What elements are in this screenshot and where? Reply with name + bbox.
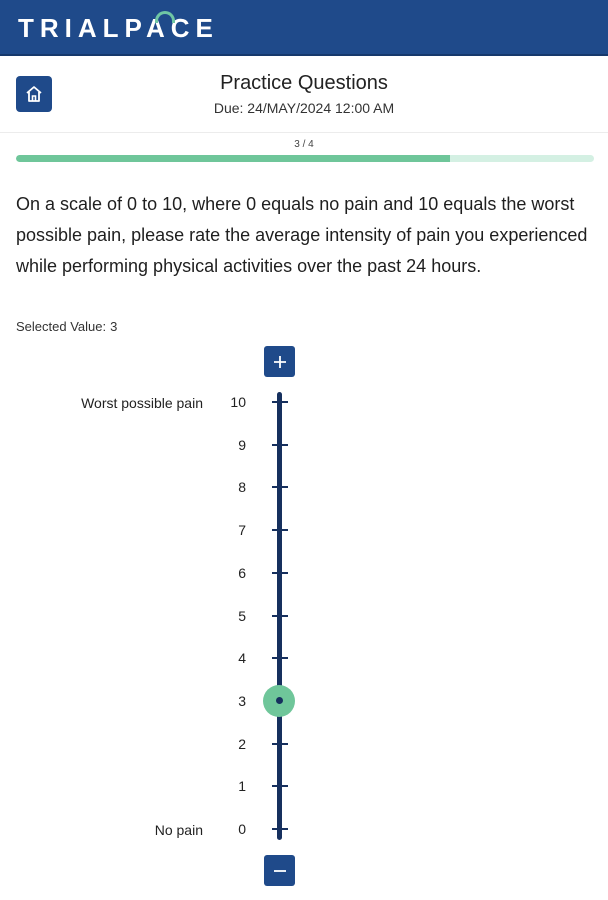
scale-tick-4[interactable]: [272, 657, 288, 660]
plus-icon: [273, 355, 286, 368]
scale-tick-2[interactable]: [272, 742, 288, 745]
scale-tick-0[interactable]: [272, 828, 288, 830]
scale-tick-label-1: 1: [238, 778, 246, 795]
scale-tick-label-0: 0: [238, 821, 246, 837]
home-button[interactable]: [16, 76, 52, 112]
decrement-button[interactable]: [264, 855, 295, 886]
home-icon: [26, 86, 42, 102]
slider-thumb[interactable]: [263, 684, 295, 717]
progress-bar-fill: [16, 155, 450, 162]
scale-tick-6[interactable]: [272, 571, 288, 574]
scale-tick-label-8: 8: [238, 479, 246, 496]
progress-label: 3 / 4: [294, 139, 314, 150]
progress-bar: [16, 155, 594, 162]
scale-tick-8[interactable]: [272, 486, 288, 489]
question-text: On a scale of 0 to 10, where 0 equals no…: [16, 194, 588, 276]
scale-tick-10[interactable]: [272, 401, 288, 403]
scale-tick-label-2: 2: [238, 735, 246, 752]
scale-tick-label-10: 10: [230, 394, 246, 410]
scale-tick-9[interactable]: [272, 443, 288, 446]
scale-tick-label-4: 4: [238, 650, 246, 667]
logo-arc-icon: [155, 11, 175, 23]
scale-tick-1[interactable]: [272, 785, 288, 788]
header-divider: [0, 132, 608, 133]
app-bar: TRIALPACE: [0, 0, 608, 56]
scale-tick-label-3: 3: [238, 692, 246, 709]
min-anchor-label: No pain: [154, 822, 203, 838]
scale-tick-label-5: 5: [238, 607, 246, 624]
scale-tick-7[interactable]: [272, 529, 288, 532]
brand-logo: TRIALPACE: [18, 13, 219, 43]
scale-tick-5[interactable]: [272, 614, 288, 617]
due-date: Due: 24/MAY/2024 12:00 AM: [213, 100, 395, 116]
page-title: Practice Questions: [220, 72, 388, 94]
minus-icon: [273, 869, 286, 872]
selected-value-line: Selected Value: 3: [16, 319, 117, 335]
selected-value: 3: [110, 319, 118, 334]
scale-tick-label-7: 7: [238, 522, 246, 539]
scale-tick-label-9: 9: [238, 436, 246, 453]
selected-value-label: Selected Value:: [16, 319, 107, 334]
max-anchor-label: Worst possible pain: [81, 395, 203, 411]
slider-thumb-dot: [275, 697, 283, 705]
scale-tick-label-6: 6: [238, 564, 246, 581]
increment-button[interactable]: [264, 346, 295, 377]
